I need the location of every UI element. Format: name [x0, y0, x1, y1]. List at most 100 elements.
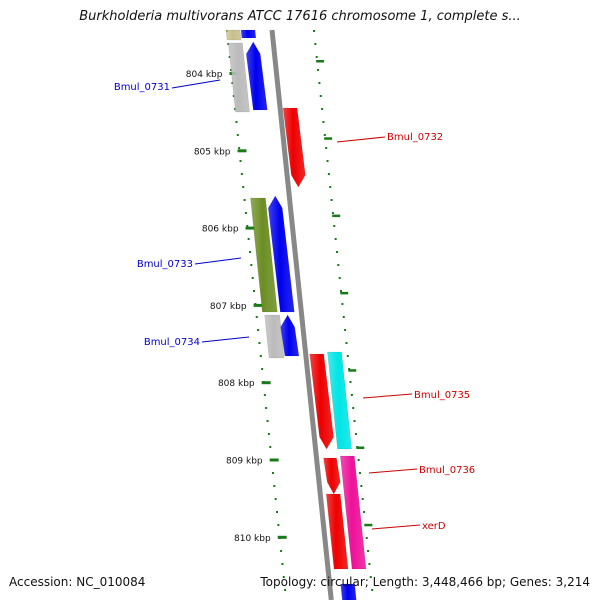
track-dot: [337, 264, 340, 266]
track-dot: [358, 472, 361, 474]
gene-leader-line: [336, 136, 386, 143]
ruler-tick: [261, 381, 271, 385]
ruler-dot: [273, 485, 276, 487]
ruler-dot: [228, 56, 231, 58]
track-tick: [356, 446, 365, 449]
ruler-dot: [255, 316, 258, 318]
track-dot: [345, 342, 348, 344]
map-title: Burkholderia multivorans ATCC 17616 chro…: [79, 9, 521, 24]
ruler-dot: [259, 355, 262, 357]
genome-summary: Topology: circular; Length: 3,448,466 bp…: [260, 575, 590, 589]
gene-bar-0733: [250, 197, 278, 313]
ruler-dot: [234, 108, 237, 110]
gene-label: xerD: [422, 521, 446, 532]
track-dot: [341, 303, 344, 305]
track-tick: [364, 523, 373, 527]
cds-bar-0735: [309, 353, 334, 450]
cds-bar-0736: [323, 457, 341, 495]
track-dot: [323, 134, 326, 136]
track-dot: [314, 43, 317, 45]
ruler-dot: [281, 563, 284, 565]
ruler-dot: [250, 264, 253, 266]
ruler-label: 805 kbp: [194, 147, 231, 157]
ruler-label: 808 kbp: [218, 379, 255, 389]
track-dot: [318, 82, 321, 84]
cds-bar-0733: [267, 195, 295, 313]
track-dot: [319, 95, 322, 97]
ruler-dot: [266, 420, 269, 422]
track-dot: [326, 160, 329, 162]
track-dot: [352, 407, 355, 409]
cds-bar-blue: [240, 29, 257, 39]
ruler-dot: [274, 498, 277, 500]
track-dot: [368, 563, 371, 565]
track-dot: [367, 550, 370, 552]
gene-leader-line: [371, 524, 421, 530]
ruler-dot: [231, 82, 234, 84]
gene-bar-tan: [225, 29, 242, 41]
ruler-dot: [227, 43, 230, 45]
gene-label: Bmul_0735: [414, 390, 470, 401]
ruler-dot: [230, 69, 233, 71]
ruler-dot: [284, 589, 287, 591]
track-dot: [338, 277, 341, 279]
ruler-dot: [242, 186, 245, 188]
ruler-tick: [253, 303, 263, 307]
track-dot: [353, 420, 356, 422]
track-tick: [324, 137, 333, 140]
track-dot: [330, 199, 333, 201]
track-dot: [340, 290, 343, 292]
gene-leader-line: [362, 393, 413, 399]
ruler-tick: [277, 535, 287, 539]
ruler-dot: [253, 290, 256, 292]
track-dot: [321, 108, 324, 110]
track-dot: [346, 355, 349, 357]
gene-bar-0735: [327, 351, 352, 450]
track-dot: [331, 212, 334, 214]
gene-bar-0731: [228, 42, 250, 113]
gene-leader-line: [194, 257, 242, 265]
ruler-dot: [261, 368, 264, 370]
gene-label: Bmul_0731: [114, 82, 170, 93]
ruler-dot: [265, 407, 268, 409]
ruler-dot: [243, 199, 246, 201]
cds-bar-0732: [282, 107, 306, 188]
track-dot: [349, 381, 352, 383]
track-dot: [360, 485, 363, 487]
ruler-dot: [263, 394, 266, 396]
track-tick: [340, 291, 349, 295]
track-dot: [322, 121, 325, 123]
ruler-dot: [244, 212, 247, 214]
ruler-tick: [245, 226, 255, 230]
cds-bar-bottom: [340, 583, 357, 600]
track-dot: [342, 316, 345, 318]
gene-leader-line: [201, 336, 250, 343]
ruler-label: 810 kbp: [234, 534, 271, 544]
ruler-dot: [276, 511, 279, 513]
track-dot: [334, 238, 337, 240]
track-dot: [348, 368, 351, 370]
track-dot: [333, 225, 336, 227]
gene-bar-0734: [264, 314, 285, 359]
track-dot: [344, 329, 347, 331]
accession-label: Accession: NC_010084: [9, 575, 146, 589]
ruler-dot: [282, 576, 285, 578]
ruler-dot: [232, 95, 235, 97]
ruler-dot: [258, 342, 261, 344]
track-dot: [363, 511, 366, 513]
ruler-dot: [251, 277, 254, 279]
gene-bar-0736: [339, 455, 367, 570]
ruler-dot: [238, 147, 241, 149]
gene-label: Bmul_0733: [137, 259, 193, 270]
track-dot: [357, 459, 360, 461]
ruler-dot: [240, 173, 243, 175]
track-dot: [361, 498, 364, 500]
cds-bar-0734: [280, 314, 300, 357]
gene-label: Bmul_0736: [419, 465, 475, 476]
track-dot: [313, 30, 315, 32]
track-tick: [332, 214, 341, 218]
ruler-tick: [237, 149, 247, 153]
ruler-dot: [235, 121, 238, 123]
gene-leader-line: [368, 468, 418, 474]
